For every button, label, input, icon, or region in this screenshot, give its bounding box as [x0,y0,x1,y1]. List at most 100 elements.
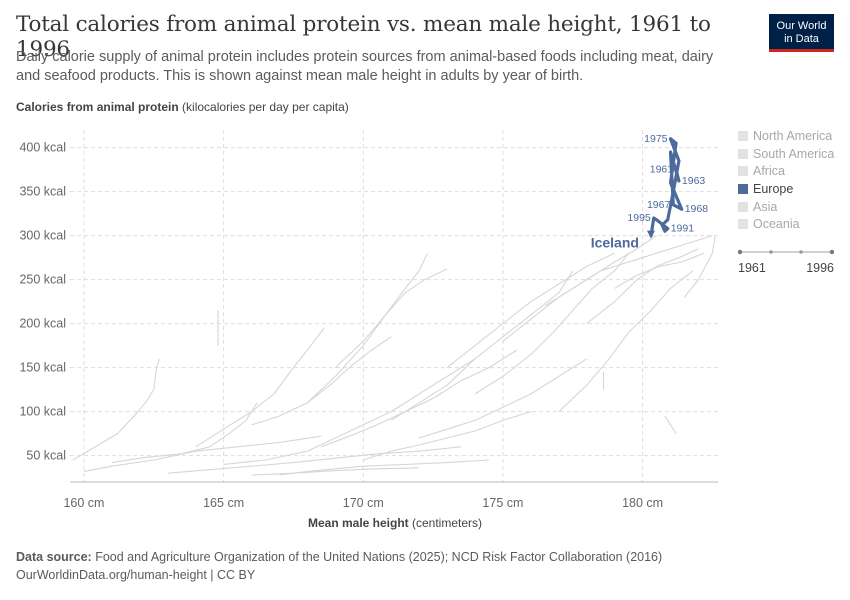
legend-swatch [738,183,748,194]
background-country-line [363,411,532,461]
legend-label: Africa [753,164,785,179]
x-axis-title: Mean male height (centimeters) [0,516,790,530]
legend-label: Europe [753,181,794,196]
y-tick-label: 50 kcal [26,449,66,463]
legend-swatch [738,166,748,177]
owid-logo[interactable]: Our World in Data [769,14,834,52]
x-tick-label: 165 cm [203,496,244,510]
background-country-line [614,252,705,289]
highlight-point [652,216,656,220]
y-axis-title: Calories from animal protein (kilocalori… [16,100,349,114]
background-country-line [251,467,420,476]
grid-lines [70,130,718,483]
highlight-line-iceland [649,137,684,238]
timeline-slider[interactable]: 1961 1996 [738,245,834,281]
y-tick-label: 150 kcal [19,361,66,375]
data-source-label: Data source: [16,550,92,564]
year-label: 1995 [627,212,651,224]
legend-item[interactable]: Oceania [738,215,834,233]
background-country-line [72,358,160,461]
highlight-series [646,137,684,239]
highlight-point [669,137,672,141]
x-tick-label: 180 cm [622,496,663,510]
year-label: 1975 [644,133,668,145]
timeline-start-handle[interactable] [738,249,743,255]
logo-line-2: in Data [784,32,819,45]
year-label: 1991 [671,223,695,235]
year-labels: 1975 1963 1961 1967 1968 1995 1991 Iceland [591,133,708,251]
x-axis-title-rest: (centimeters) [412,516,483,530]
highlight-point [669,150,672,154]
timeline-marker [769,250,773,254]
year-label: 1968 [685,203,709,215]
timeline-end-label: 1996 [806,261,834,275]
logo-line-1: Our World [776,20,827,32]
y-axis-title-bold: Calories from animal protein [16,100,179,114]
year-label: 1961 [650,164,674,176]
background-country-line [167,446,462,474]
y-tick-label: 200 kcal [19,317,66,331]
background-country-line [83,435,322,472]
timeline-marker [799,250,803,254]
timeline-start-label: 1961 [738,261,766,275]
legend-swatch [738,148,748,159]
background-country-line [251,336,392,426]
x-tick-label: 175 cm [482,496,523,510]
legend-swatch [738,219,748,230]
y-tick-label: 350 kcal [19,185,66,199]
background-country-line [474,252,630,395]
y-tick-label: 300 kcal [19,229,66,243]
y-tick-label: 100 kcal [19,405,66,419]
background-country-line [223,358,476,465]
highlight-point [674,168,678,172]
highlight-point [669,181,672,185]
axis-ticks: 50 kcal 100 kcal 150 kcal 200 kcal 250 kcal 3… [19,141,663,510]
legend-swatch [738,201,748,212]
legend-item[interactable]: Africa [738,162,834,180]
legend-item[interactable]: South America [738,145,834,163]
background-country-line [195,327,325,448]
legend-item[interactable]: Asia [738,198,834,216]
highlight-point [663,229,667,233]
background-country-line [111,402,258,464]
highlight-point [666,218,670,222]
background-country-line [502,235,657,342]
legend-label: North America [753,128,833,143]
background-series [72,235,716,476]
highlight-point [674,141,678,145]
background-country-line [418,358,587,439]
highlight-point [671,203,675,207]
highlight-point [677,159,681,163]
legend-item[interactable]: North America [738,127,834,145]
highlight-point [671,190,675,194]
y-tick-label: 250 kcal [19,273,66,287]
y-tick-label: 400 kcal [19,141,66,155]
background-country-line [321,349,518,448]
background-country-line [390,270,574,421]
data-source-text: Food and Agriculture Organization of the… [95,550,663,564]
year-label: 1963 [682,175,706,187]
timeline-end-handle[interactable] [829,249,834,255]
highlight-end-arrow [646,230,655,239]
chart-subtitle: Daily calorie supply of animal protein i… [16,49,714,84]
highlight-point [655,218,658,222]
chart-title: Total calories from animal protein vs. m… [16,12,711,62]
background-country-line [279,459,490,476]
legend-item[interactable]: Europe [738,180,834,198]
background-country-line [334,268,448,369]
legend-label: South America [753,146,835,161]
footer: Data source: Food and Agriculture Organi… [16,548,662,584]
continent-legend: North America South America Africa Europe As… [738,127,834,233]
background-country-line [558,270,694,412]
legend-label: Oceania [753,217,800,232]
background-country-line [307,252,428,404]
legend-swatch [738,130,748,141]
footer-url[interactable]: OurWorldinData.org/human-height | CC BY [16,568,256,582]
background-country-line [544,235,713,307]
legend-label: Asia [753,199,778,214]
highlight-point [660,223,664,227]
data-source: Data source: Food and Agriculture Organi… [16,548,662,566]
series-label-iceland: Iceland [591,235,639,251]
x-tick-label: 170 cm [343,496,384,510]
